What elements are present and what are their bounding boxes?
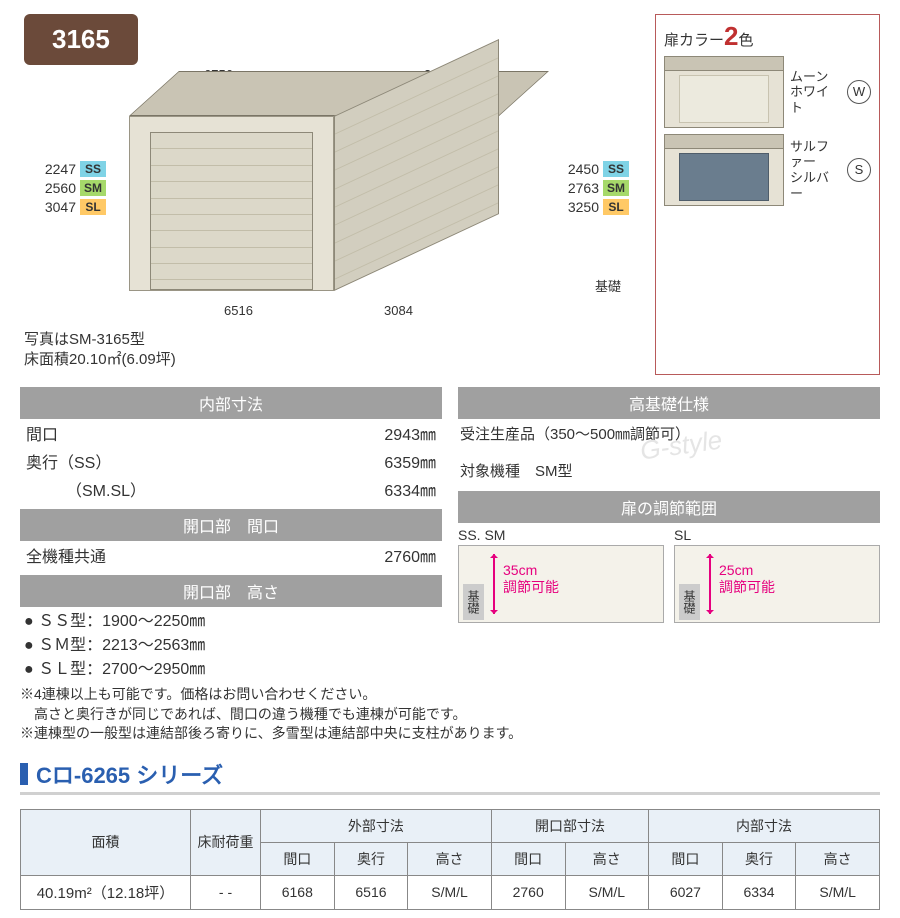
series-spec-table: 面積 床耐荷重 外部寸法 開口部寸法 内部寸法 間口 奥行 高さ 間口 高さ 間… [20, 809, 880, 910]
high-foundation-block: 高基礎仕様 受注生産品（350～500㎜調節可） 対象機種 SM型 扉の調節範囲… [458, 381, 880, 679]
caption-line1: 写真はSM-3165型 [24, 330, 641, 350]
foundation-label: 基礎 [595, 276, 621, 295]
model-badge: 3165 [24, 14, 138, 65]
adj-range-ss-sm: SS. SM 基礎 35cm調節可能 [458, 527, 664, 623]
internal-dims-block: 内部寸法 間口2943㎜ 奥行（SS）6359㎜ （SM.SL）6334㎜ 開口… [20, 381, 442, 679]
swatch-sulfur-silver: サルファー シルバー S [664, 134, 871, 206]
adj-range-sl: SL 基礎 25cm調節可能 [674, 527, 880, 623]
door-color-panel: 扉カラー2色 ムーン ホワイト W サルファー シルバー S [655, 14, 880, 375]
shed-illustration [129, 71, 499, 301]
swatch-moon-white: ムーン ホワイト W [664, 56, 871, 128]
footnotes: ※4連棟以上も可能です。価格はお問い合わせください。 高さと奥行きが同じであれば… [20, 685, 880, 744]
heights-left: 2247SS 2560SM 3047SL [30, 161, 106, 215]
dimension-diagram: 6756 3124 2247SS 2560SM 3047SL [24, 71, 641, 326]
dim-bot-front: 3084 [384, 303, 413, 318]
dim-bot-back: 6516 [224, 303, 253, 318]
series-header: Cロ-6265 シリーズ [20, 758, 880, 790]
heights-right: 2450SS 2763SM 3250SL [553, 161, 629, 215]
caption-line2: 床面積20.10㎡(6.09坪) [24, 350, 641, 370]
